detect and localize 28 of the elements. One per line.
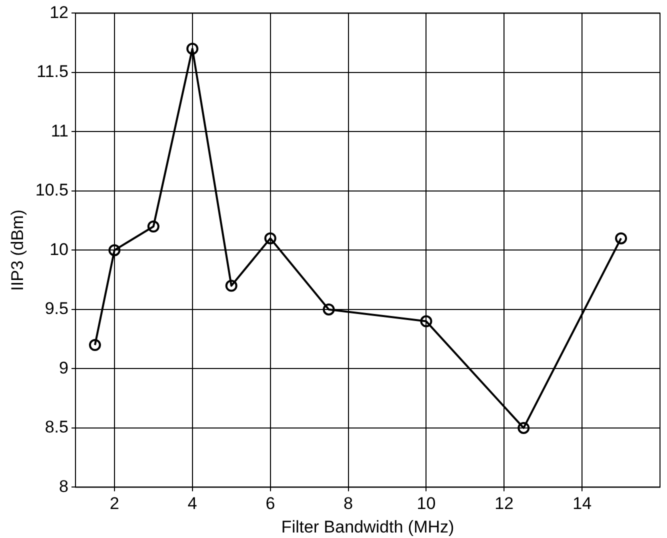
x-tick-label: 4 bbox=[188, 494, 198, 514]
y-tick-label: 9.5 bbox=[44, 299, 68, 318]
point bbox=[615, 232, 628, 244]
x-tick-label: 2 bbox=[110, 494, 120, 514]
point bbox=[108, 244, 120, 256]
point bbox=[147, 220, 160, 232]
y-tick-label: 11 bbox=[50, 121, 68, 140]
x-tick-label: 6 bbox=[266, 494, 276, 514]
point bbox=[518, 422, 530, 434]
y-tick-label: 10.5 bbox=[35, 180, 68, 200]
y-tick-label: 8 bbox=[59, 476, 68, 496]
x-tick-label: 8 bbox=[344, 494, 353, 514]
y-tick-label: 11.5 bbox=[36, 62, 68, 82]
x-axis-title: Filter Bandwidth (MHz) bbox=[281, 517, 454, 536]
x-tick-label: 12 bbox=[494, 494, 514, 514]
x-tick-label: 14 bbox=[572, 494, 592, 514]
point bbox=[322, 303, 335, 316]
point bbox=[264, 232, 276, 244]
y-tick-label: 10 bbox=[50, 240, 68, 259]
y-tick-label: 9 bbox=[59, 358, 68, 378]
point bbox=[186, 42, 198, 55]
point bbox=[420, 315, 432, 328]
x-tick-label: 10 bbox=[416, 494, 436, 514]
y-tick-label: 12 bbox=[50, 2, 68, 22]
y-axis-title: IIP3 (dBm) bbox=[8, 210, 27, 291]
point bbox=[88, 339, 101, 351]
y-tick-label: 8.5 bbox=[44, 418, 68, 437]
point bbox=[225, 280, 238, 292]
